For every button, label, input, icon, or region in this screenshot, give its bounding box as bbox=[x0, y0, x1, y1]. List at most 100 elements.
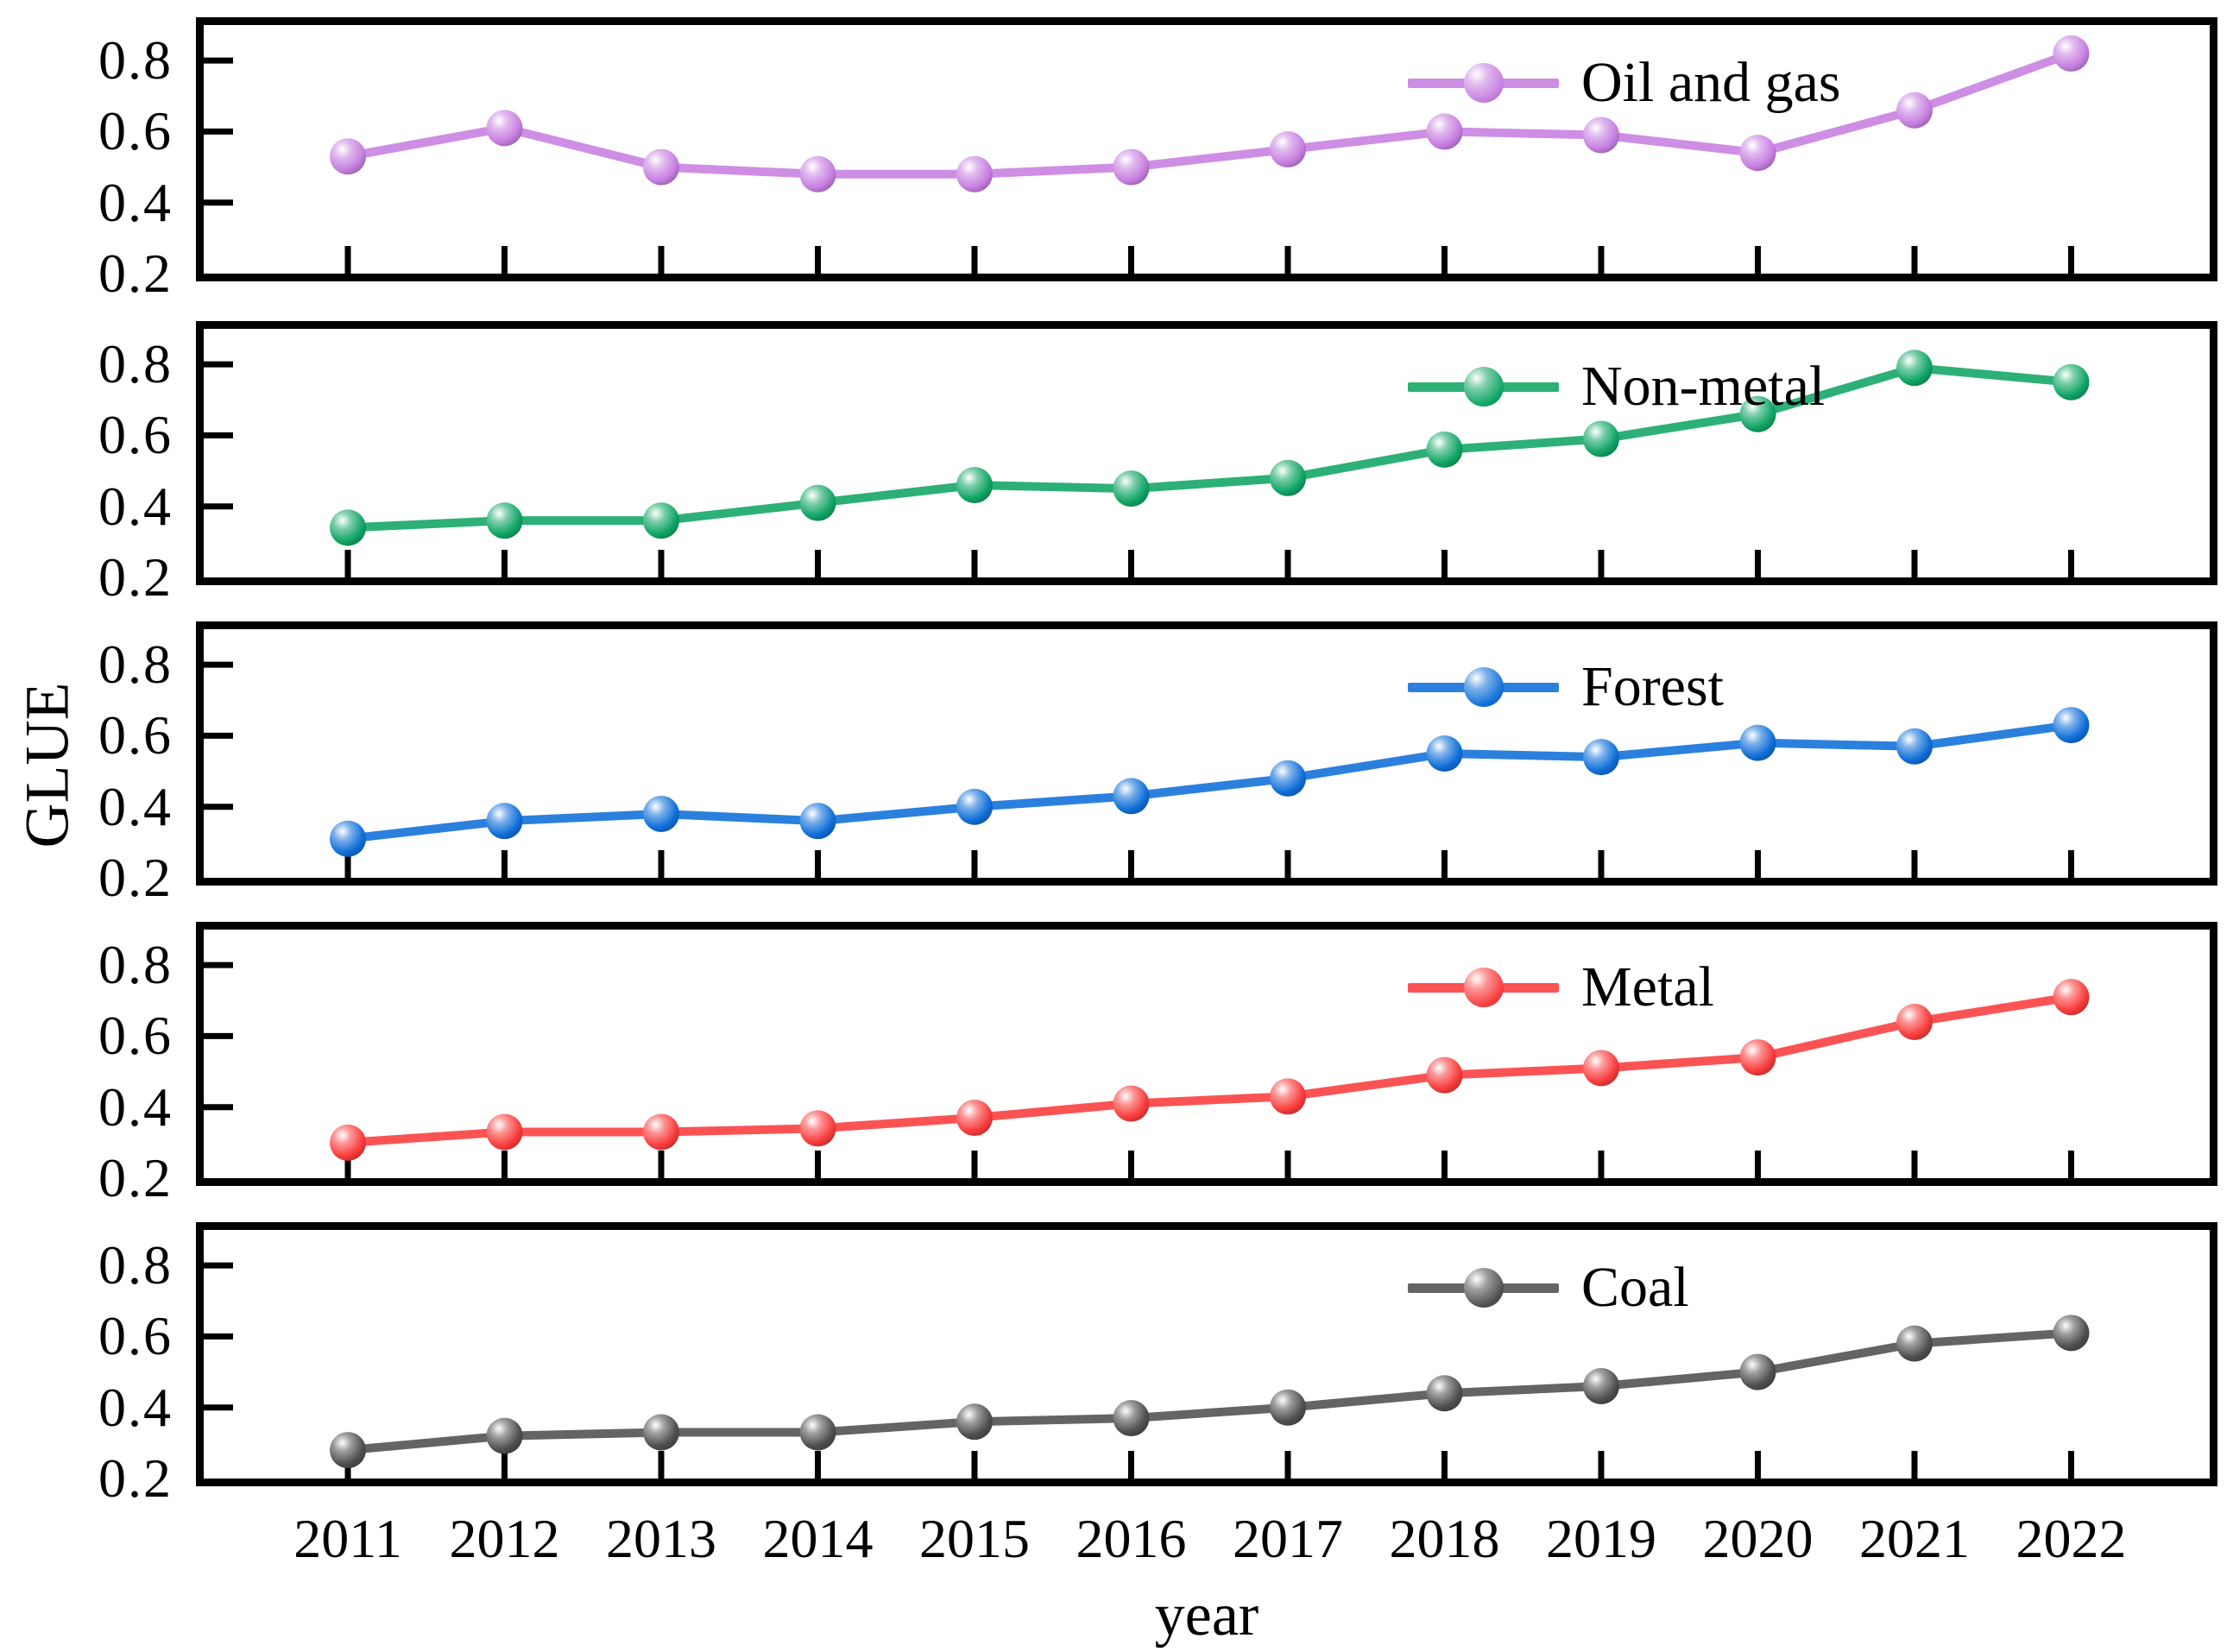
data-point-metal-2018 bbox=[1426, 1056, 1463, 1094]
plot-area-metal bbox=[204, 962, 2090, 1178]
data-point-non-metal-2021 bbox=[1896, 350, 1933, 387]
y-tick-label: 0.8 bbox=[98, 29, 173, 91]
data-point-oil-and-gas-2014 bbox=[799, 155, 836, 192]
legend-non-metal: Non-metal bbox=[1408, 348, 1825, 426]
x-tick-label-2021: 2021 bbox=[1859, 1508, 1970, 1569]
data-point-non-metal-2015 bbox=[956, 467, 993, 504]
x-tick-label-2012: 2012 bbox=[449, 1508, 560, 1569]
legend-line-marker-icon bbox=[1408, 366, 1559, 407]
data-point-metal-2015 bbox=[956, 1100, 993, 1137]
data-point-non-metal-2016 bbox=[1113, 470, 1150, 508]
data-point-coal-2017 bbox=[1270, 1389, 1306, 1426]
y-tick-label: 0.6 bbox=[98, 1305, 173, 1367]
plot-area-coal bbox=[204, 1262, 2090, 1479]
panel-forest: Forest bbox=[196, 621, 2217, 886]
x-tick-label-2020: 2020 bbox=[1702, 1508, 1814, 1569]
y-tick-label: 0.6 bbox=[98, 404, 173, 466]
data-point-forest-2017 bbox=[1270, 760, 1306, 797]
legend-sphere-marker-icon bbox=[1463, 968, 1504, 1007]
legend-line-marker-icon bbox=[1408, 666, 1559, 708]
x-tick-label-2016: 2016 bbox=[1075, 1508, 1187, 1569]
data-point-forest-2022 bbox=[2053, 707, 2090, 744]
y-tick-label: 0.2 bbox=[98, 243, 173, 304]
plot-area-forest bbox=[204, 661, 2090, 878]
legend-label-non-metal: Non-metal bbox=[1581, 355, 1826, 418]
plot-area-non-metal bbox=[204, 350, 2090, 577]
y-tick-label: 0.2 bbox=[98, 1147, 173, 1208]
x-tick-label-2022: 2022 bbox=[2015, 1508, 2127, 1569]
legend-line-marker-icon bbox=[1408, 1267, 1559, 1308]
data-point-metal-2011 bbox=[330, 1124, 366, 1161]
legend-sphere-marker-icon bbox=[1463, 667, 1504, 707]
legend-forest: Forest bbox=[1408, 648, 1724, 726]
data-point-metal-2022 bbox=[2053, 979, 2090, 1016]
legend-sphere-marker-icon bbox=[1463, 367, 1504, 407]
data-point-forest-2021 bbox=[1896, 728, 1933, 765]
data-point-non-metal-2017 bbox=[1270, 459, 1306, 496]
data-point-non-metal-2019 bbox=[1583, 420, 1619, 457]
panel-coal: Coal bbox=[196, 1222, 2217, 1486]
legend-metal: Metal bbox=[1408, 949, 1714, 1026]
y-tick-label: 0.2 bbox=[98, 847, 173, 908]
data-point-coal-2015 bbox=[956, 1403, 993, 1441]
data-point-oil-and-gas-2012 bbox=[486, 110, 523, 147]
plot-area-oil-and-gas bbox=[204, 35, 2090, 274]
data-point-oil-and-gas-2020 bbox=[1739, 135, 1776, 172]
data-point-oil-and-gas-2016 bbox=[1113, 148, 1150, 186]
x-tick-label-2015: 2015 bbox=[919, 1508, 1030, 1569]
data-point-forest-2020 bbox=[1739, 724, 1776, 761]
legend-label-coal: Coal bbox=[1581, 1256, 1689, 1319]
panel-non-metal: Non-metal bbox=[196, 321, 2217, 585]
y-tick-label: 0.6 bbox=[98, 1005, 173, 1067]
data-point-forest-2019 bbox=[1583, 739, 1619, 776]
y-tick-label: 0.2 bbox=[98, 1447, 173, 1509]
data-point-coal-2014 bbox=[799, 1414, 836, 1451]
data-point-forest-2016 bbox=[1113, 778, 1150, 815]
data-point-metal-2012 bbox=[486, 1113, 523, 1151]
data-point-oil-and-gas-2013 bbox=[643, 148, 679, 186]
data-point-metal-2020 bbox=[1739, 1039, 1776, 1076]
data-point-forest-2011 bbox=[330, 820, 366, 857]
y-tick-label: 0.8 bbox=[98, 634, 173, 696]
y-tick-label: 0.4 bbox=[98, 475, 173, 537]
legend-coal: Coal bbox=[1408, 1249, 1689, 1327]
data-point-metal-2019 bbox=[1583, 1050, 1619, 1087]
data-point-non-metal-2022 bbox=[2053, 363, 2090, 400]
legend-label-forest: Forest bbox=[1581, 655, 1724, 718]
x-axis-title: year bbox=[1154, 1582, 1259, 1649]
data-point-coal-2019 bbox=[1583, 1368, 1619, 1405]
x-tick-label-2011: 2011 bbox=[293, 1508, 402, 1569]
data-point-coal-2011 bbox=[330, 1432, 366, 1469]
data-point-oil-and-gas-2011 bbox=[330, 138, 366, 175]
data-point-coal-2022 bbox=[2053, 1315, 2090, 1352]
data-point-metal-2021 bbox=[1896, 1003, 1933, 1040]
data-point-non-metal-2020 bbox=[1739, 395, 1776, 432]
data-point-forest-2018 bbox=[1426, 735, 1463, 772]
y-tick-label: 0.6 bbox=[98, 100, 173, 162]
x-tick-label-2014: 2014 bbox=[762, 1508, 874, 1569]
data-point-non-metal-2012 bbox=[486, 502, 523, 539]
data-point-forest-2012 bbox=[486, 803, 523, 840]
data-point-forest-2014 bbox=[799, 803, 836, 840]
data-point-oil-and-gas-2015 bbox=[956, 155, 993, 192]
legend-label-oil-and-gas: Oil and gas bbox=[1581, 51, 1841, 114]
legend-oil-and-gas: Oil and gas bbox=[1408, 44, 1841, 122]
legend-label-metal: Metal bbox=[1581, 955, 1714, 1018]
data-point-non-metal-2011 bbox=[330, 509, 366, 546]
data-point-coal-2020 bbox=[1739, 1353, 1776, 1390]
data-line-metal bbox=[344, 993, 2076, 1147]
y-tick-label: 0.8 bbox=[98, 934, 173, 996]
legend-line-marker-icon bbox=[1408, 967, 1559, 1008]
data-point-forest-2013 bbox=[643, 795, 679, 832]
data-point-oil-and-gas-2019 bbox=[1583, 117, 1619, 154]
data-line-coal bbox=[344, 1328, 2076, 1455]
data-point-oil-and-gas-2021 bbox=[1896, 91, 1933, 129]
data-line-forest bbox=[344, 721, 2076, 843]
data-point-non-metal-2014 bbox=[799, 484, 836, 521]
data-line-non-metal bbox=[344, 363, 2076, 533]
panel-oil-and-gas: Oil and gas bbox=[196, 17, 2217, 281]
data-point-coal-2018 bbox=[1426, 1375, 1463, 1412]
y-tick-label: 0.4 bbox=[98, 1376, 173, 1438]
data-point-coal-2016 bbox=[1113, 1400, 1150, 1437]
